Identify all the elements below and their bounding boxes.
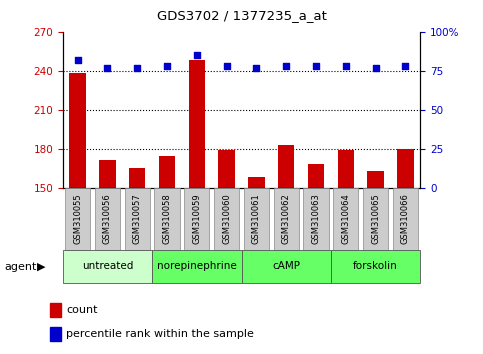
Bar xyxy=(397,149,413,188)
Point xyxy=(282,63,290,69)
Point xyxy=(312,63,320,69)
Point xyxy=(342,63,350,69)
Text: GSM310057: GSM310057 xyxy=(133,193,142,244)
FancyBboxPatch shape xyxy=(152,250,242,283)
Text: untreated: untreated xyxy=(82,261,133,272)
FancyBboxPatch shape xyxy=(244,188,269,250)
Text: GSM310066: GSM310066 xyxy=(401,193,410,244)
Text: GSM310058: GSM310058 xyxy=(163,193,171,244)
Text: GSM310065: GSM310065 xyxy=(371,193,380,244)
Bar xyxy=(189,61,205,188)
FancyBboxPatch shape xyxy=(214,188,239,250)
FancyBboxPatch shape xyxy=(393,188,418,250)
Text: GSM310061: GSM310061 xyxy=(252,193,261,244)
Text: GSM310055: GSM310055 xyxy=(73,193,82,244)
FancyBboxPatch shape xyxy=(63,250,152,283)
FancyBboxPatch shape xyxy=(125,188,150,250)
Text: GSM310056: GSM310056 xyxy=(103,193,112,244)
Bar xyxy=(70,73,86,188)
Bar xyxy=(159,156,175,188)
Text: cAMP: cAMP xyxy=(272,261,300,272)
Text: agent: agent xyxy=(5,262,37,272)
Point xyxy=(193,52,201,58)
FancyBboxPatch shape xyxy=(331,250,420,283)
FancyBboxPatch shape xyxy=(273,188,299,250)
Point xyxy=(163,63,171,69)
Bar xyxy=(218,150,235,188)
FancyBboxPatch shape xyxy=(155,188,180,250)
Text: ▶: ▶ xyxy=(37,262,45,272)
Text: norepinephrine: norepinephrine xyxy=(157,261,237,272)
FancyBboxPatch shape xyxy=(363,188,388,250)
FancyBboxPatch shape xyxy=(303,188,328,250)
Text: percentile rank within the sample: percentile rank within the sample xyxy=(66,329,254,339)
Point xyxy=(401,63,409,69)
Point xyxy=(74,57,82,63)
FancyBboxPatch shape xyxy=(65,188,90,250)
FancyBboxPatch shape xyxy=(184,188,210,250)
Point xyxy=(104,65,112,70)
Text: forskolin: forskolin xyxy=(353,261,398,272)
Bar xyxy=(99,160,115,188)
FancyBboxPatch shape xyxy=(333,188,358,250)
Text: count: count xyxy=(66,305,98,315)
Bar xyxy=(50,303,61,318)
Text: GSM310059: GSM310059 xyxy=(192,193,201,244)
Bar xyxy=(50,327,61,341)
FancyBboxPatch shape xyxy=(95,188,120,250)
Bar xyxy=(338,150,354,188)
Point xyxy=(133,65,141,70)
Point xyxy=(223,63,230,69)
Bar xyxy=(368,171,384,188)
FancyBboxPatch shape xyxy=(242,250,331,283)
Text: GSM310063: GSM310063 xyxy=(312,193,320,244)
Text: GSM310062: GSM310062 xyxy=(282,193,291,244)
Bar xyxy=(308,164,324,188)
Bar xyxy=(248,177,265,188)
Text: GSM310060: GSM310060 xyxy=(222,193,231,244)
Text: GSM310064: GSM310064 xyxy=(341,193,350,244)
Point xyxy=(372,65,380,70)
Point xyxy=(253,65,260,70)
Bar xyxy=(278,145,294,188)
Bar xyxy=(129,168,145,188)
Text: GDS3702 / 1377235_a_at: GDS3702 / 1377235_a_at xyxy=(156,9,327,22)
